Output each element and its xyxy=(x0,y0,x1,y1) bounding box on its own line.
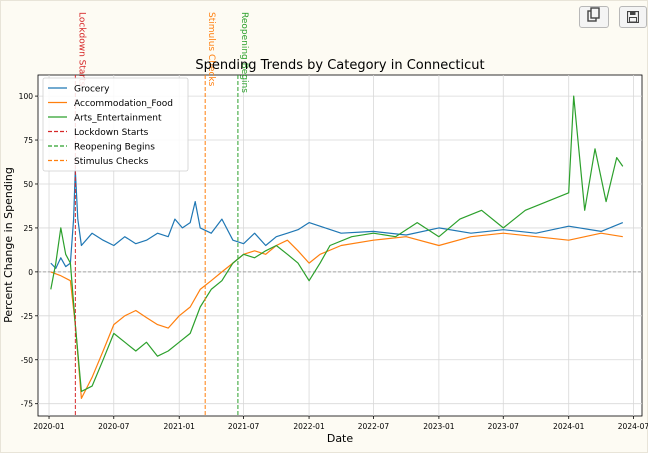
legend-label: Grocery xyxy=(74,85,110,95)
x-tick-label: 2024-01 xyxy=(553,422,585,431)
grid xyxy=(38,75,642,416)
x-tick-label: 2021-07 xyxy=(228,422,260,431)
y-tick-label: -75 xyxy=(21,400,33,409)
x-tick-label: 2022-01 xyxy=(293,422,325,431)
event-label: Stimulus Checks xyxy=(206,12,216,87)
x-tick-label: 2020-07 xyxy=(98,422,130,431)
y-tick-label: -25 xyxy=(21,312,33,321)
series-line-arts-entertainment xyxy=(50,95,624,392)
legend: Grocery Accommodation_Food Arts_Entertainm… xyxy=(42,77,189,172)
y-tick-label: 75 xyxy=(23,136,33,145)
x-tick-label: 2020-01 xyxy=(33,422,65,431)
copy-button[interactable] xyxy=(579,6,609,28)
save-icon xyxy=(626,8,640,27)
x-tick-label: 2024-07 xyxy=(618,422,648,431)
x-tick-label: 2023-07 xyxy=(488,422,520,431)
legend-label: Reopening Begins xyxy=(74,143,155,153)
series-lines xyxy=(50,95,624,399)
copy-icon xyxy=(587,7,601,27)
event-label: Lockdown Starts xyxy=(76,12,86,87)
x-tick-label: 2022-07 xyxy=(358,422,390,431)
x-axis-label: Date xyxy=(327,432,354,445)
y-tick-label: 100 xyxy=(19,92,34,101)
legend-label: Accommodation_Food xyxy=(74,99,173,109)
legend-label: Stimulus Checks xyxy=(74,157,149,167)
legend-box xyxy=(42,77,189,172)
axes: 2020-01 2020-07 2021-01 2021-07 2022-01 2022-… xyxy=(19,92,648,431)
y-tick-label: -50 xyxy=(21,356,33,365)
legend-label: Lockdown Starts xyxy=(74,128,149,138)
series-line-grocery xyxy=(50,169,624,269)
chart-title: Spending Trends by Category in Connectic… xyxy=(195,58,484,73)
y-tick-label: 25 xyxy=(23,224,33,233)
save-button[interactable] xyxy=(619,6,647,28)
legend-label: Arts_Entertainment xyxy=(74,114,162,124)
y-tick-label: 50 xyxy=(23,180,33,189)
y-tick-label: 0 xyxy=(28,268,33,277)
y-axis-label: Percent Change in Spending xyxy=(2,167,15,323)
event-label: Reopening Begins xyxy=(239,12,249,93)
x-tick-label: 2023-01 xyxy=(423,422,455,431)
x-tick-label: 2021-01 xyxy=(164,422,196,431)
